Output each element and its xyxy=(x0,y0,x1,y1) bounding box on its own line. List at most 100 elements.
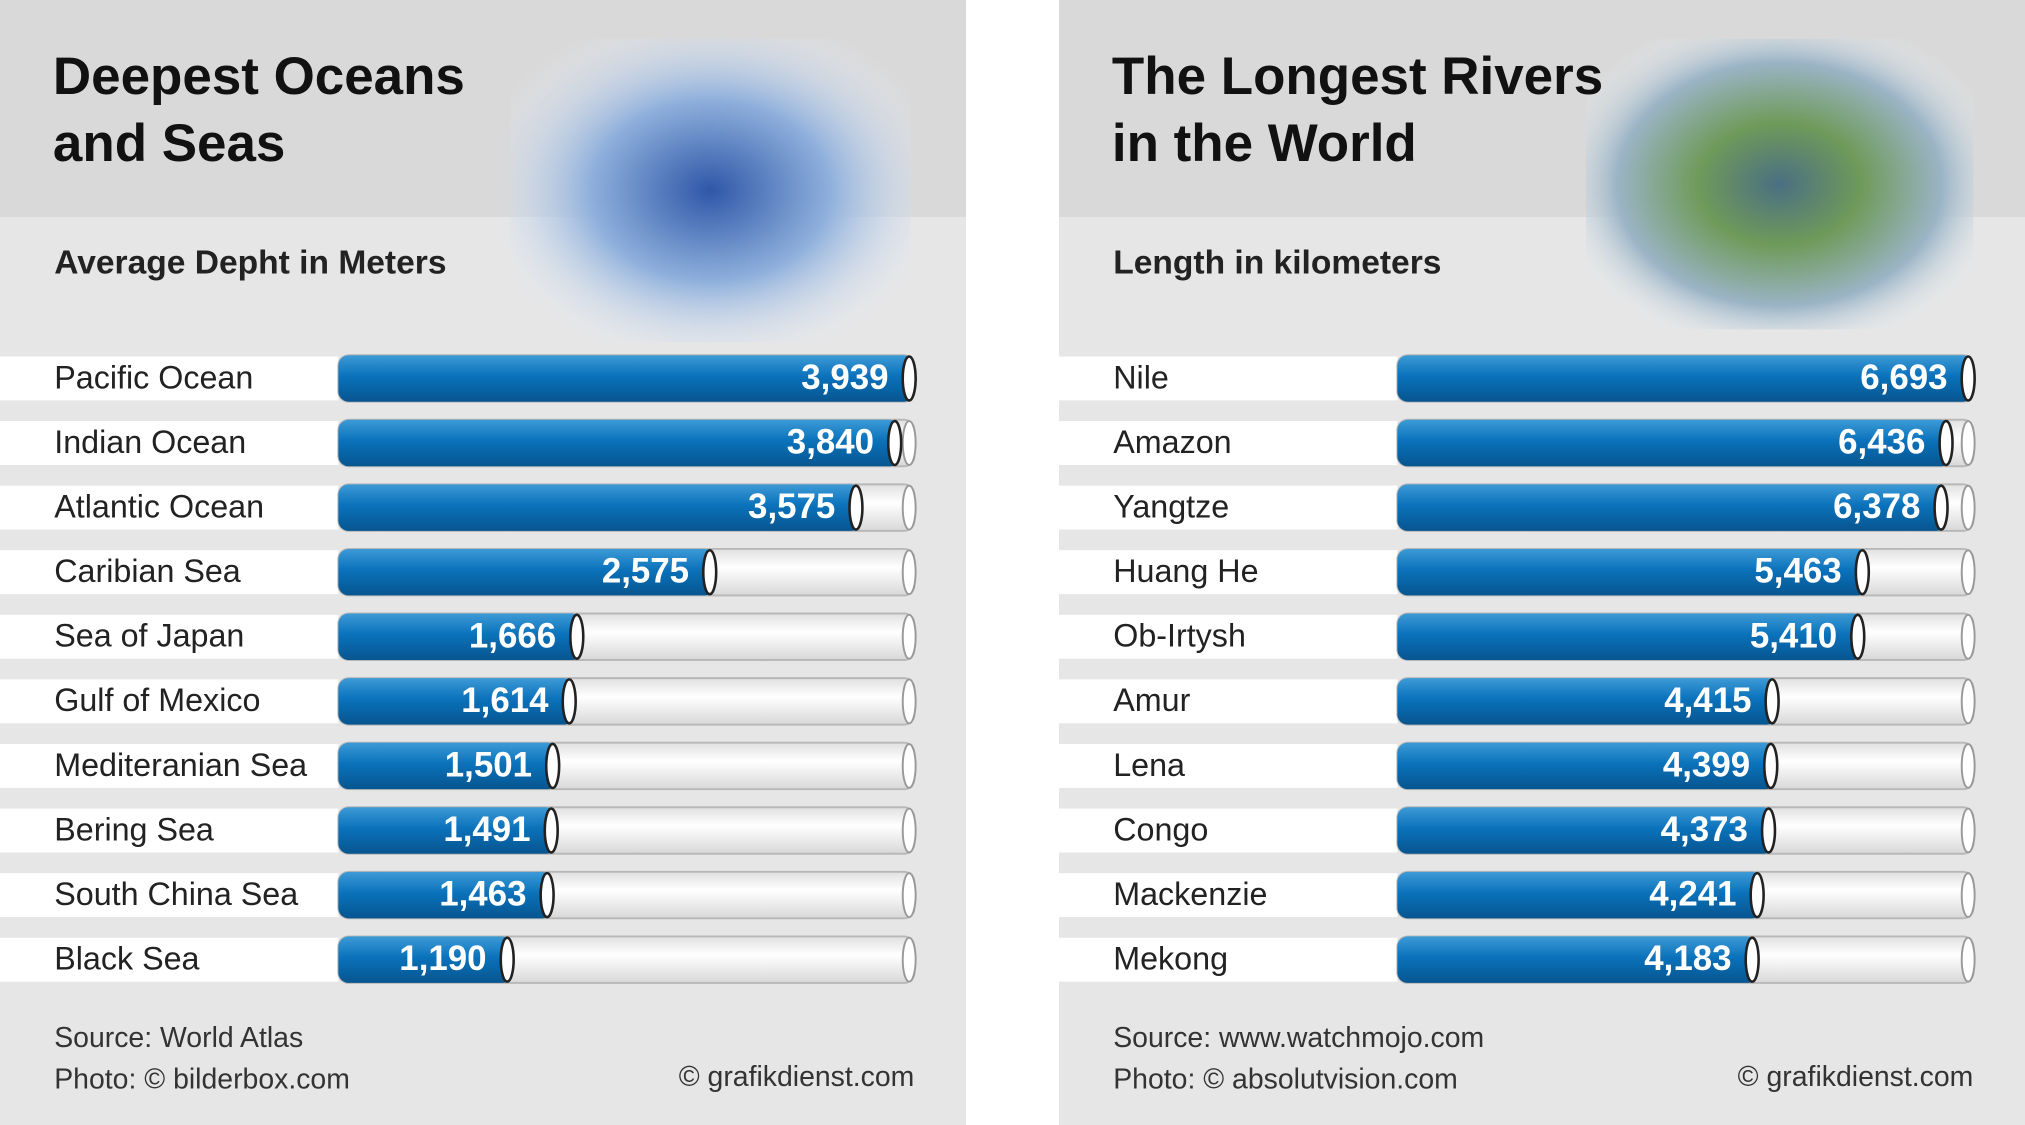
bar-cap xyxy=(543,807,559,854)
bar-cap xyxy=(848,484,864,531)
value-label: 1,501 xyxy=(445,745,532,784)
category-label: Amazon xyxy=(1113,424,1231,460)
track-cap xyxy=(1960,613,1976,660)
chart-subtitle: Length in kilometers xyxy=(1113,245,1441,282)
value-label: 4,241 xyxy=(1649,875,1736,914)
bar xyxy=(338,936,513,983)
track-cap xyxy=(901,549,917,596)
photo xyxy=(1585,38,1974,330)
bar-cap xyxy=(569,613,585,661)
photo xyxy=(510,38,911,343)
track-cap xyxy=(901,420,917,466)
bar-cap xyxy=(1960,355,1976,402)
bar xyxy=(338,807,557,854)
bar-cap xyxy=(1749,871,1765,919)
category-label: Sea of Japan xyxy=(54,618,244,654)
category-label: Black Sea xyxy=(54,940,199,976)
bar xyxy=(338,548,715,596)
value-label: 1,666 xyxy=(469,616,556,655)
category-label: Yangtze xyxy=(1113,488,1229,524)
bar xyxy=(338,871,553,919)
chart-title: The Longest Rivers xyxy=(1112,47,1603,106)
category-label: Atlantic Ocean xyxy=(54,488,264,524)
photo-credit: Photo: © bilderbox.com xyxy=(54,1064,350,1096)
category-label: Mackenzie xyxy=(1113,876,1267,912)
source: Source: www.watchmojo.com xyxy=(1113,1022,1484,1054)
category-label: Congo xyxy=(1113,811,1208,847)
category-label: Pacific Ocean xyxy=(54,359,253,395)
category-label: Mediteranian Sea xyxy=(54,747,307,783)
row-stripe xyxy=(1058,485,1398,530)
bar xyxy=(338,355,915,402)
row-stripe xyxy=(1058,421,1398,465)
track-cap xyxy=(1960,743,1976,789)
bar-cap xyxy=(1850,613,1866,661)
bar xyxy=(1397,807,1774,854)
bar xyxy=(1397,678,1778,725)
track-cap xyxy=(1960,678,1976,725)
value-label: 3,840 xyxy=(787,423,874,462)
bar xyxy=(1397,871,1763,919)
value-label: 1,190 xyxy=(399,939,486,978)
track-cap xyxy=(901,743,917,789)
track-cap xyxy=(1960,484,1976,531)
row-stripe xyxy=(0,679,339,724)
row-stripe xyxy=(1058,356,1398,401)
value-label: 4,415 xyxy=(1664,681,1751,720)
photo-credit: Photo: © absolutvision.com xyxy=(1113,1064,1458,1096)
track-cap xyxy=(901,807,917,854)
row-stripe xyxy=(0,808,339,853)
bar xyxy=(1397,355,1974,402)
value-label: 6,378 xyxy=(1833,487,1920,526)
value-label: 5,410 xyxy=(1750,616,1837,655)
row-stripe xyxy=(1058,808,1398,853)
row-stripe xyxy=(1058,937,1398,982)
copyright: © grafikdienst.com xyxy=(1738,1061,1974,1093)
row-stripe xyxy=(0,743,339,788)
value-label: 1,614 xyxy=(461,681,549,720)
bar-cap xyxy=(1763,742,1779,790)
row-stripe xyxy=(0,421,339,465)
bar xyxy=(338,484,862,531)
row-stripe xyxy=(1058,873,1398,918)
row-stripe xyxy=(1058,743,1398,788)
bar-cap xyxy=(499,936,515,983)
category-label: Gulf of Mexico xyxy=(54,682,260,718)
category-label: Huang He xyxy=(1113,553,1258,589)
category-label: Caribian Sea xyxy=(54,553,241,589)
row-stripe xyxy=(0,485,339,530)
bar xyxy=(1397,548,1868,596)
bar xyxy=(338,419,900,467)
value-label: 3,939 xyxy=(801,358,888,397)
bar xyxy=(1397,484,1947,531)
bar-cap xyxy=(1760,807,1777,854)
track-cap xyxy=(901,613,917,660)
value-label: 6,693 xyxy=(1860,358,1947,397)
row-stripe xyxy=(1058,679,1398,724)
row-stripe xyxy=(1058,550,1398,595)
bar xyxy=(1397,742,1776,790)
row-stripe xyxy=(0,614,339,659)
value-label: 6,436 xyxy=(1838,423,1925,462)
bar xyxy=(1397,419,1952,467)
track-cap xyxy=(901,872,917,919)
chart-subtitle: Average Depht in Meters xyxy=(54,245,446,282)
track-cap xyxy=(901,484,917,531)
chart-title: Deepest Oceans xyxy=(53,47,465,106)
chart-title: in the World xyxy=(1112,114,1417,173)
bar xyxy=(1397,936,1758,983)
bar-cap xyxy=(1933,484,1949,531)
category-label: Mekong xyxy=(1113,940,1228,976)
row-stripe xyxy=(0,550,339,595)
bar xyxy=(338,742,558,790)
category-label: Nile xyxy=(1113,359,1169,395)
bar-cap xyxy=(1854,548,1871,596)
track-cap xyxy=(1960,936,1976,983)
value-label: 5,463 xyxy=(1754,552,1841,591)
track-cap xyxy=(1960,872,1976,919)
bar-cap xyxy=(1744,936,1760,983)
bar-cap xyxy=(544,742,561,790)
